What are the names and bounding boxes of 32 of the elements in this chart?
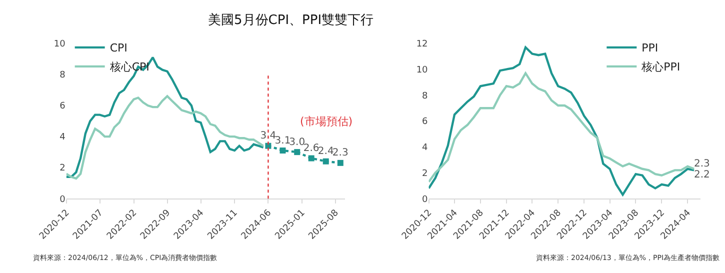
y-tick-label: 4	[60, 132, 66, 143]
legend-label: 核心PPI	[640, 60, 680, 74]
data-label: 3.0	[289, 136, 306, 148]
data-label: 2.3	[694, 158, 710, 170]
y-tick-label: 8	[60, 70, 66, 81]
data-label: 2.4	[318, 146, 334, 158]
line-series	[428, 72, 696, 183]
data-label: 3.4	[260, 130, 276, 142]
data-label: 2.2	[694, 170, 710, 181]
data-label: 2.3	[332, 148, 348, 159]
point	[280, 148, 286, 154]
y-tick-label: 2	[60, 164, 66, 174]
chart-title: 美國5月份CPI、PPI雙雙下行	[208, 12, 374, 28]
y-tick-label: 2	[422, 168, 428, 179]
y-tick-label: 6	[422, 117, 428, 128]
y-tick-label: 4	[422, 143, 428, 154]
y-tick-label: 0	[60, 194, 66, 205]
data-label: 3.1	[274, 135, 291, 146]
legend-label: CPI	[110, 42, 128, 55]
y-tick-label: 12	[416, 40, 428, 50]
annotation: (市場預估)	[300, 115, 353, 128]
point	[294, 149, 300, 156]
legend-label: PPI	[642, 42, 658, 55]
point	[308, 155, 314, 162]
y-tick-label: 6	[60, 102, 66, 112]
y-tick-label: 10	[416, 65, 428, 76]
point	[337, 160, 344, 166]
point	[322, 158, 329, 164]
y-tick-label: 0	[422, 194, 428, 205]
data-label: 2.6	[303, 143, 320, 154]
y-tick-label: 10	[54, 40, 66, 50]
y-tick-label: 8	[422, 91, 428, 102]
